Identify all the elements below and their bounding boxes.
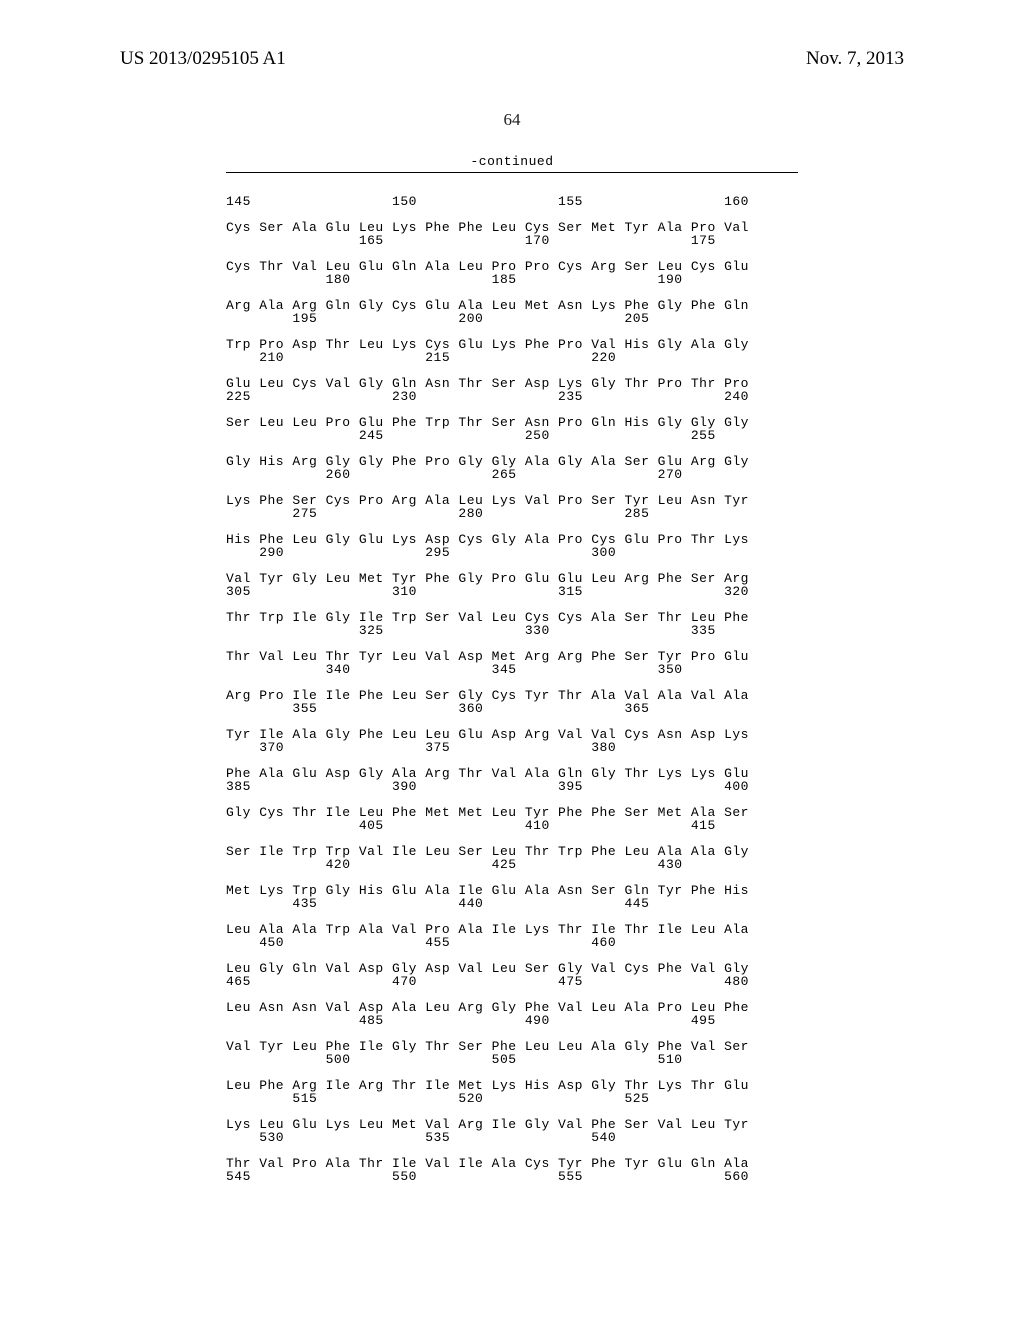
sequence-listing: 145 150 155 160 Cys Ser Ala Glu Leu Lys … <box>226 195 798 1183</box>
continued-label: -continued <box>0 154 1024 169</box>
horizontal-rule <box>226 172 798 173</box>
patent-header-left: US 2013/0295105 A1 <box>120 48 286 70</box>
page-number: 64 <box>0 110 1024 130</box>
patent-header-right: Nov. 7, 2013 <box>806 48 904 70</box>
